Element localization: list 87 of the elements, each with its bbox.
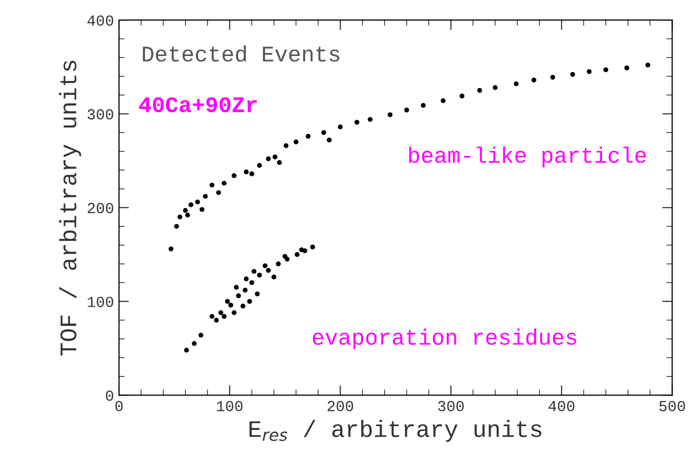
point: [420, 102, 426, 108]
point: [222, 314, 227, 319]
point: [277, 160, 282, 165]
point: [266, 156, 271, 162]
annotation: Detected Events: [142, 45, 340, 62]
point: [218, 310, 224, 316]
point: [184, 348, 189, 353]
point: [338, 124, 343, 130]
point: [225, 298, 230, 304]
point: [645, 62, 650, 68]
point: [624, 65, 630, 70]
point: [531, 78, 536, 82]
point: [188, 202, 194, 208]
point: [214, 318, 219, 323]
point: [586, 69, 592, 74]
point: [177, 214, 182, 220]
point: [354, 120, 360, 125]
point: [257, 272, 262, 278]
point: [195, 200, 200, 204]
point: [284, 143, 288, 148]
point: [257, 162, 262, 168]
point: [262, 263, 268, 268]
point: [603, 67, 608, 72]
x-tick-label: 0: [115, 400, 123, 412]
point: [202, 194, 208, 199]
point: [368, 117, 373, 122]
point: [210, 182, 214, 188]
point: [477, 88, 482, 93]
x-tick-label: 500: [659, 400, 685, 412]
point: [216, 190, 221, 196]
y-tick-label: 300: [88, 109, 114, 120]
point: [404, 108, 410, 112]
x-tick-label: 200: [328, 400, 354, 412]
point: [252, 268, 256, 274]
y-tick-label: 400: [87, 15, 114, 26]
point: [232, 173, 236, 178]
annotation: beam-like particle: [409, 146, 646, 168]
point: [299, 247, 304, 252]
point: [228, 302, 234, 308]
point: [294, 252, 300, 257]
point: [192, 341, 197, 346]
point: [222, 180, 227, 186]
point: [182, 208, 188, 213]
annotation: evaporation residues: [312, 328, 576, 350]
point: [282, 254, 288, 259]
y-tick-label: 200: [88, 202, 114, 214]
point: [240, 304, 246, 308]
point: [492, 85, 498, 90]
point: [234, 284, 239, 290]
point: [247, 298, 252, 304]
annotation: 40Ca+90Zr: [139, 97, 257, 112]
x-axis-title: E$_{res}$ / arbitrary units: [250, 420, 542, 442]
point: [272, 274, 276, 280]
x-tick-label: 400: [548, 400, 574, 412]
point: [326, 138, 332, 142]
point: [198, 332, 204, 338]
point: [242, 288, 248, 293]
point: [249, 280, 254, 286]
point: [460, 94, 464, 98]
y-tick-label: 0: [106, 390, 114, 401]
x-tick-label: 300: [438, 400, 464, 412]
point: [276, 261, 281, 266]
point: [550, 74, 556, 80]
point: [244, 276, 249, 282]
point: [440, 98, 446, 104]
point: [236, 293, 241, 298]
point: [254, 291, 260, 296]
point: [232, 310, 236, 316]
point: [168, 246, 174, 252]
point: [244, 170, 249, 174]
point: [514, 81, 519, 86]
point: [200, 207, 204, 212]
point: [306, 134, 311, 139]
point: [272, 154, 278, 160]
point: [266, 268, 271, 273]
point: [174, 224, 179, 229]
y-tick-label: 100: [88, 296, 114, 308]
point: [321, 130, 326, 135]
point: [310, 244, 316, 250]
point: [210, 314, 214, 319]
point: [249, 171, 254, 176]
point: [185, 212, 190, 218]
y-axis-title: TOF / arbitrary units: [59, 60, 82, 356]
point: [388, 112, 392, 118]
point: [294, 140, 298, 144]
point: [570, 72, 576, 77]
x-tick-label: 100: [217, 400, 242, 412]
